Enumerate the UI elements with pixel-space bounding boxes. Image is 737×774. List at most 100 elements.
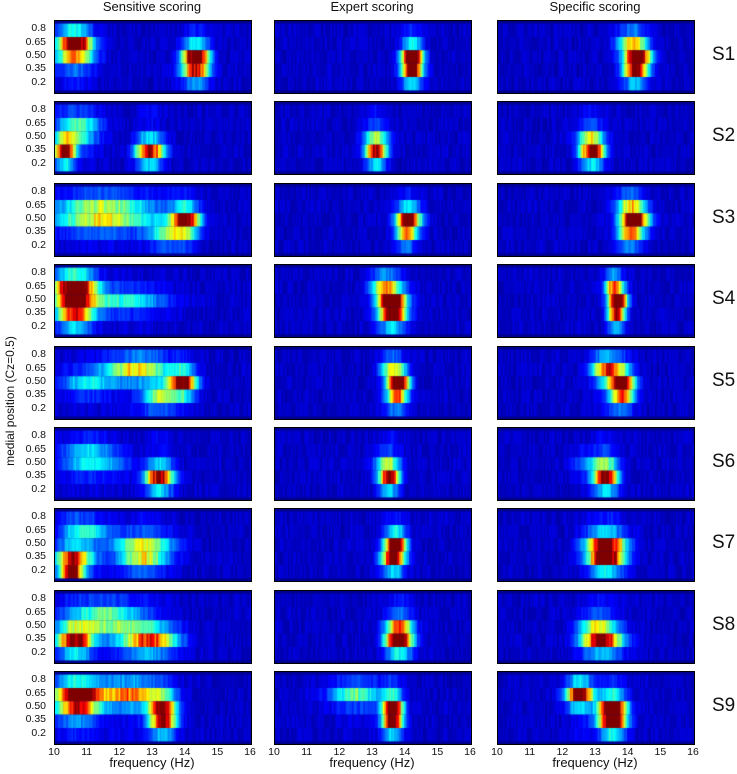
y-tick-label: 0.8 <box>31 103 46 116</box>
y-tick-label: 0.8 <box>31 673 46 686</box>
heatmap-panel <box>274 264 472 338</box>
y-tick-label: 0.2 <box>31 319 46 332</box>
heatmap-panel <box>274 427 472 501</box>
heatmap-panel <box>274 508 472 582</box>
heatmap-panel <box>274 183 472 257</box>
subject-label: S2 <box>712 125 736 146</box>
y-tick-label: 0.65 <box>25 198 46 211</box>
y-tick-label: 0.8 <box>31 592 46 605</box>
x-tick-label: 10 <box>491 746 503 758</box>
x-tick-label: 15 <box>211 746 224 758</box>
heatmap-panel <box>497 590 695 664</box>
column-title-sensitive: Sensitive scoring <box>102 0 202 14</box>
heatmap-panel <box>54 183 252 257</box>
x-axis-label-sensitive: frequency (Hz) <box>109 755 195 770</box>
y-tick-label: 0.2 <box>31 238 46 251</box>
heatmap-panel <box>54 264 252 338</box>
y-tick-label: 0.2 <box>31 645 46 658</box>
subject-label: S8 <box>712 614 736 635</box>
y-tick-label: 0.35 <box>25 143 46 156</box>
column-title-expert: Expert scoring <box>330 0 414 14</box>
x-tick-label: 14 <box>621 746 634 758</box>
y-tick-label: 0.8 <box>31 348 46 361</box>
heatmap-panel <box>54 508 252 582</box>
y-tick-label: 0.50 <box>25 49 46 61</box>
heatmap-panel <box>274 346 472 420</box>
x-tick-label: 11 <box>81 746 93 758</box>
y-tick-label: 0.8 <box>31 266 46 279</box>
heatmap-panel <box>54 671 252 745</box>
heatmap-panel <box>274 671 472 745</box>
y-tick-label: 0.8 <box>31 429 46 442</box>
column-title-specific: Specific scoring <box>549 0 641 14</box>
subject-label: S3 <box>712 207 736 228</box>
y-tick-label: 0.50 <box>25 700 46 712</box>
y-tick-label: 0.8 <box>31 22 46 35</box>
y-tick-label: 0.50 <box>25 212 46 224</box>
y-tick-label: 0.2 <box>31 401 46 414</box>
y-tick-label: 0.65 <box>25 35 46 48</box>
y-tick-label: 0.2 <box>31 563 46 576</box>
heatmap-panel <box>274 101 472 175</box>
y-tick-label: 0.35 <box>25 62 46 75</box>
heatmap-panel <box>497 20 695 94</box>
x-tick-label: 12 <box>113 746 126 758</box>
y-tick-label: 0.50 <box>25 537 46 549</box>
heatmap-panel <box>274 590 472 664</box>
heatmap-panel <box>497 101 695 175</box>
y-tick-label: 0.65 <box>25 361 46 374</box>
subject-label: S5 <box>712 370 736 391</box>
heatmap-panel <box>274 20 472 94</box>
heatmap-panel <box>497 346 695 420</box>
y-tick-label: 0.50 <box>25 375 46 387</box>
x-tick-label: 16 <box>464 746 476 758</box>
y-tick-label: 0.35 <box>25 469 46 482</box>
x-tick-label: 12 <box>333 746 346 758</box>
heatmap-panel <box>54 427 252 501</box>
y-tick-label: 0.35 <box>25 713 46 726</box>
y-tick-label: 0.35 <box>25 306 46 319</box>
subject-label: S6 <box>712 451 736 472</box>
y-tick-label: 0.35 <box>25 550 46 563</box>
x-tick-label: 16 <box>687 746 699 758</box>
y-tick-label: 0.2 <box>31 482 46 495</box>
x-axis-label-specific: frequency (Hz) <box>552 755 638 770</box>
y-tick-label: 0.35 <box>25 632 46 645</box>
y-tick-label: 0.65 <box>25 116 46 129</box>
heatmap-panel <box>54 20 252 94</box>
y-tick-label: 0.50 <box>25 619 46 631</box>
subject-label: S9 <box>712 695 736 716</box>
y-tick-label: 0.50 <box>25 456 46 468</box>
x-tick-label: 15 <box>654 746 667 758</box>
y-tick-label: 0.50 <box>25 293 46 305</box>
x-tick-label: 15 <box>431 746 444 758</box>
heatmap-panel <box>54 590 252 664</box>
subject-label: S4 <box>712 288 736 309</box>
y-tick-label: 0.65 <box>25 523 46 536</box>
heatmap-panel <box>54 346 252 420</box>
x-tick-label: 11 <box>524 746 536 758</box>
x-tick-label: 14 <box>398 746 411 758</box>
y-tick-label: 0.50 <box>25 130 46 142</box>
subject-label: S1 <box>712 44 736 65</box>
x-tick-label: 13 <box>366 746 378 758</box>
heatmap-panel <box>497 671 695 745</box>
heatmap-panel <box>497 183 695 257</box>
x-tick-label: 13 <box>589 746 601 758</box>
y-tick-label: 0.2 <box>31 156 46 169</box>
y-tick-label: 0.8 <box>31 185 46 198</box>
y-tick-label: 0.8 <box>31 510 46 523</box>
y-tick-label: 0.35 <box>25 225 46 238</box>
y-tick-label: 0.2 <box>31 75 46 88</box>
y-tick-label: 0.35 <box>25 388 46 401</box>
y-tick-label: 0.65 <box>25 686 46 699</box>
subject-label: S7 <box>712 532 736 553</box>
x-axis-label-expert: frequency (Hz) <box>329 755 415 770</box>
x-tick-label: 10 <box>268 746 280 758</box>
y-tick-label: 0.2 <box>31 726 46 739</box>
heatmap-panel <box>54 101 252 175</box>
y-tick-label: 0.65 <box>25 605 46 618</box>
heatmap-panel <box>497 427 695 501</box>
heatmap-panel <box>497 264 695 338</box>
